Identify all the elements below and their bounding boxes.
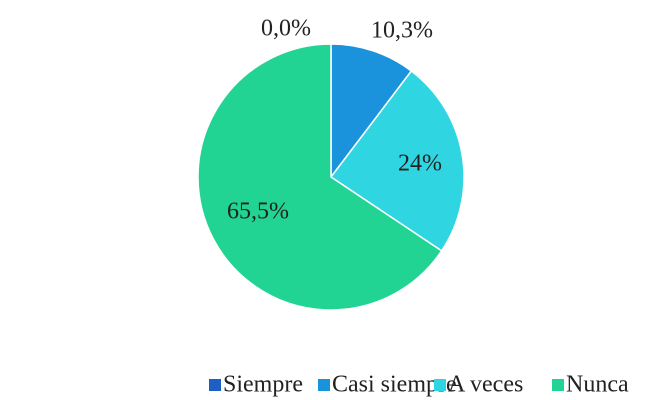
data-label: 10,3%: [371, 18, 433, 44]
pie-slice: [329, 69, 465, 252]
legend-label: A veces: [448, 372, 523, 398]
data-label: 24%: [398, 151, 442, 177]
legend-label: Nunca: [566, 372, 629, 398]
legend-label: Siempre: [223, 372, 303, 398]
pie-slice: [197, 43, 443, 311]
legend-swatch: [434, 379, 446, 391]
legend-swatch: [318, 379, 330, 391]
data-label: 0,0%: [261, 16, 311, 42]
pie-slice: [330, 43, 413, 180]
legend-swatch: [552, 379, 564, 391]
data-label: 65,5%: [227, 199, 289, 225]
legend-swatch: [209, 379, 221, 391]
